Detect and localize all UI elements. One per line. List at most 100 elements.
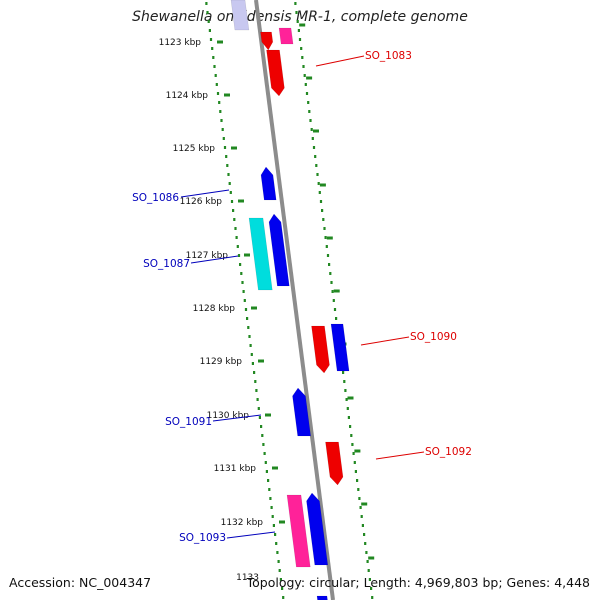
ruler-dot-right [321, 209, 324, 212]
gene-leader-line [190, 255, 239, 264]
tick-mark [319, 183, 326, 187]
ruler-dot-right [304, 83, 307, 86]
gene-leader-line [375, 451, 425, 460]
gene-reverse[interactable] [266, 49, 285, 97]
ruler-dot-left [257, 407, 260, 410]
ruler-dot-right [310, 128, 313, 131]
ruler-dot-right [309, 119, 312, 122]
ruler-dot-right [317, 182, 320, 185]
ruler-dot-left [228, 182, 231, 185]
gene-label[interactable]: SO_1087 [143, 258, 190, 270]
ruler-dot-left [250, 353, 253, 356]
tick-label: 1132 kbp [221, 518, 264, 528]
ruler-dot-left [207, 20, 210, 23]
tick-mark [306, 76, 313, 80]
gene-label[interactable]: SO_1093 [179, 532, 226, 544]
gene-highlight[interactable] [248, 217, 273, 291]
ruler-dot-left [240, 272, 243, 275]
tick-label: 1124 kbp [166, 91, 209, 101]
tick-label: 1130 kbp [207, 411, 250, 421]
ruler-dot-right [354, 470, 357, 473]
ruler-dot-right [315, 164, 318, 167]
gene-forward[interactable] [268, 213, 290, 287]
gene-forward[interactable] [292, 387, 311, 437]
gene-reverse[interactable] [260, 31, 274, 51]
ruler-dot-left [263, 452, 266, 455]
ruler-dot-right [351, 443, 354, 446]
gene-reverse[interactable] [325, 441, 344, 486]
ruler-dot-left [261, 434, 264, 437]
gene-highlight[interactable] [278, 27, 294, 45]
tick-mark [361, 502, 368, 506]
gene-reverse[interactable] [311, 325, 330, 374]
ruler-dot-right [349, 425, 352, 428]
ruler-dot-right [342, 371, 345, 374]
ruler-dot-left [277, 560, 280, 563]
ruler-dot-right [329, 272, 332, 275]
ruler-dot-right [366, 560, 369, 563]
ruler-dot-left [274, 533, 277, 536]
ruler-dot-left [209, 38, 213, 41]
ruler-dot-left [233, 218, 236, 221]
gene-label[interactable]: SO_1090 [410, 331, 457, 343]
ruler-dot-right [346, 407, 349, 410]
ruler-dot-right [326, 254, 330, 257]
ruler-dot-right [301, 56, 304, 59]
gene-block[interactable] [230, 0, 250, 31]
ruler-dot-right [308, 110, 311, 113]
ruler-dot-left [276, 551, 279, 554]
tick-mark [217, 40, 223, 44]
tick-mark [272, 466, 278, 470]
tick-mark [368, 556, 375, 560]
ruler-dot-left [229, 191, 232, 194]
tick-mark [231, 146, 237, 150]
ruler-dot-left [220, 119, 223, 122]
gene-forward[interactable] [316, 595, 328, 600]
ruler-dot-right [314, 155, 317, 158]
tick-mark [224, 93, 230, 97]
gene-label[interactable]: SO_1086 [132, 192, 179, 204]
tick-label: 1129 kbp [200, 357, 243, 367]
ruler-dot-right [356, 479, 359, 482]
ruler-dot-right [300, 47, 303, 50]
gene-label[interactable]: SO_1091 [165, 416, 212, 428]
ruler-dot-left [208, 29, 211, 32]
ruler-dot-left [242, 290, 245, 293]
ruler-dot-left [279, 578, 282, 581]
tick-mark [251, 306, 257, 310]
gene-forward[interactable] [330, 323, 350, 372]
gene-leader-line [315, 55, 365, 67]
ruler-dot-right [357, 488, 360, 491]
ruler-dot-left [226, 164, 229, 167]
ruler-dot-left [219, 110, 222, 113]
ruler-dot-left [232, 209, 235, 212]
gene-leader-line [226, 531, 276, 539]
ruler-dot-right [303, 74, 306, 77]
gene-label[interactable]: SO_1083 [365, 50, 412, 62]
tick-label: 1128 kbp [193, 304, 236, 314]
ruler-dot-right [311, 137, 314, 140]
gene-forward[interactable] [260, 166, 277, 201]
ruler-dot-left [223, 146, 227, 149]
ruler-dot-right [296, 20, 299, 23]
ruler-dot-left [218, 101, 221, 104]
ruler-dot-right [364, 542, 367, 545]
gene-forward[interactable] [306, 492, 329, 566]
tick-label: 1126 kbp [180, 197, 223, 207]
ruler-dot-left [254, 380, 257, 383]
ruler-dot-left [268, 488, 271, 491]
ruler-dot-right [297, 29, 300, 32]
gene-leader-line [180, 189, 230, 198]
ruler-dot-right [358, 497, 361, 500]
gene-label[interactable]: SO_1092 [425, 446, 472, 458]
tick-mark [347, 396, 354, 400]
ruler-dot-left [248, 335, 251, 338]
ruler-dot-left [214, 74, 217, 77]
tick-mark [238, 199, 244, 203]
gene-highlight[interactable] [286, 494, 311, 568]
ruler-dot-left [246, 317, 249, 320]
ruler-dot-left [206, 11, 209, 14]
ruler-dot-right [305, 92, 309, 95]
tick-label: 1125 kbp [173, 144, 216, 154]
